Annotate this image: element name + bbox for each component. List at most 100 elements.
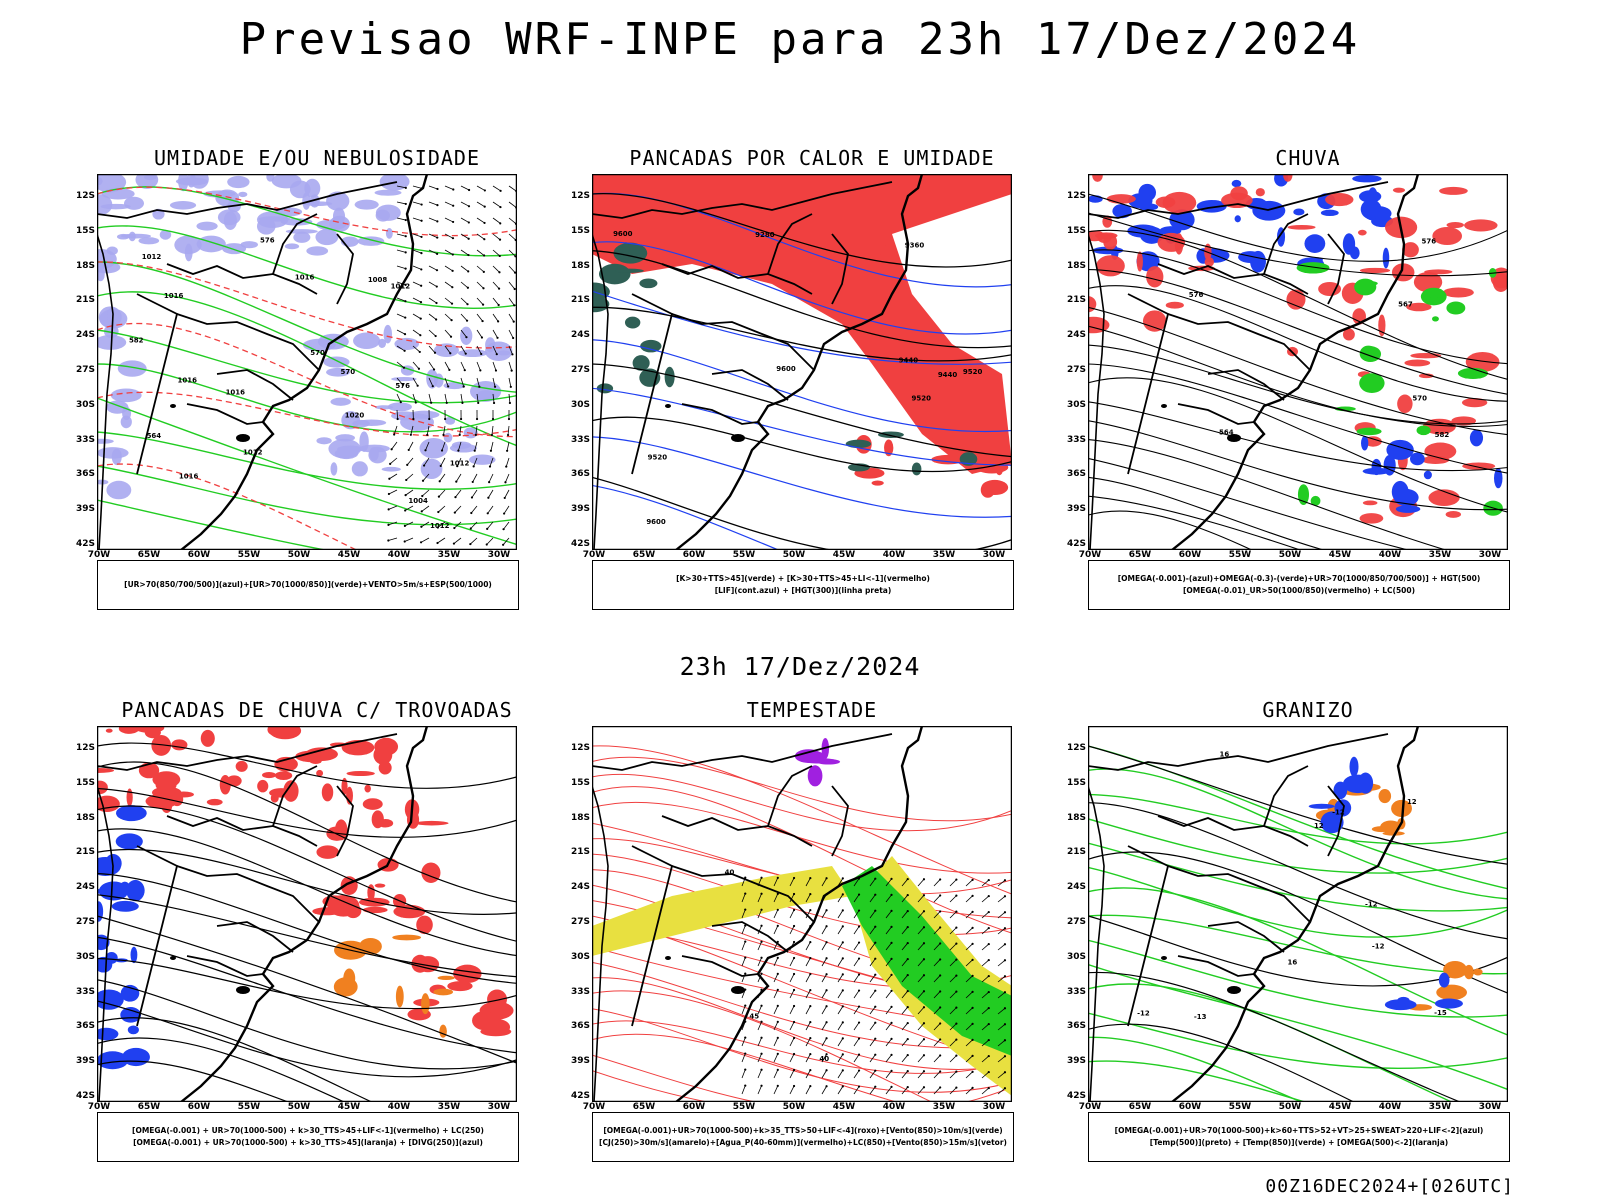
state-border [336,785,354,857]
rain-red-area [1492,273,1508,292]
wind-vector [396,217,406,221]
humidity-area [284,243,300,250]
wind-vector [412,329,421,336]
hgt500-contour [1088,229,1508,381]
state-border [1167,865,1311,923]
hgt300-contour [592,416,1012,473]
humidity-area [351,461,368,477]
map-umidade: 1012 1016 1020 1012 1012 1016 1016 1016 1012 1016… [97,174,517,550]
wind-vector-head [437,510,440,514]
rain-red-area [1464,219,1498,232]
wind-vector-head [890,1069,893,1072]
storm-red-area [235,760,248,772]
panel-title: TEMPESTADE [746,698,878,722]
wind-vector [425,441,430,451]
wind-vector-head [483,205,486,208]
lat-tick-label: 30S [75,399,95,410]
lif-contour [592,484,781,550]
legend-box: [OMEGA(-0.001)-(azul)+OMEGA(-0.3)-(verde… [1088,560,1510,610]
humidity-area [316,437,332,445]
wind-vector [965,879,973,887]
wind-vector-head [906,973,909,977]
wind-vector-head [452,542,456,545]
rain-red-area [1092,174,1103,182]
wind-vector [476,345,482,355]
wind-vector [821,1022,827,1031]
coastline-west [1088,233,1105,550]
wind-vector-head [421,479,425,482]
divergence-blue [116,805,147,822]
lon-tick-label: 55W [1228,550,1252,560]
wind-vector [773,973,779,983]
wind-vector [789,893,795,903]
wind-vector [805,893,811,903]
wind-vector [396,249,406,253]
wind-vector [396,281,406,286]
lat-tick-label: 18S [75,812,95,823]
wind-vector-head [498,271,501,274]
wind-vector-head [890,1021,893,1024]
wind-vector-head [436,252,439,255]
lat-tick-label: 21S [75,847,95,858]
wind-vector-head [841,1037,844,1040]
wind-vector [460,249,469,256]
wind-vector [428,217,438,222]
wind-vector [508,377,512,387]
lon-tick-label: 65W [137,550,161,560]
state-border [831,785,849,857]
wind-vector-head [419,541,423,544]
red-area [981,479,1009,496]
lon-tick-label: 60W [1178,1102,1202,1112]
wind-vector [821,958,827,967]
streamline [97,805,517,942]
wind-vector [502,537,510,546]
state-border [272,765,318,827]
wind-vector [805,877,811,887]
hgt500-contour [1088,363,1508,474]
wind-vector-head [841,973,844,976]
hgt500-contour [1088,420,1508,511]
lat-tick-label: 33S [1066,986,1086,997]
wind-vector [869,1038,876,1047]
wind-vector [503,521,510,530]
streamline [97,761,517,903]
state-border [186,955,264,977]
rain-red-area [1445,510,1462,518]
lon-tick-label: 50W [782,550,806,560]
wind-vector-head [939,942,942,945]
lon-tick-label: 35W [437,1102,461,1112]
contour-label: 45 [749,1012,759,1020]
panel-title: UMIDADE E/OU NEBULOSIDADE [153,146,481,170]
wind-vector-head [939,1054,942,1057]
wind-vector [885,942,892,951]
wind-vector-head [499,205,502,209]
wind-vector [981,1023,990,1031]
wind-vector-head [971,958,974,961]
wind-vector-head [987,1070,990,1074]
contour-label: 1012 [243,449,263,457]
lake [236,434,250,442]
lat-axis: 12S 15S 18S 21S 24S 27S 30S 33S 36S 39S 42S [1056,726,1086,1101]
wind-vector [444,249,454,255]
wind-vector-head [825,1037,828,1040]
omega-orange-area [1378,789,1392,804]
wind-vector-head [792,1036,796,1040]
coastline-west [1088,785,1105,1102]
state-border [671,313,815,371]
wind-vector-head [483,238,486,241]
wind-vector-head [467,188,471,192]
wind-vector [476,185,486,191]
wind-vector [933,911,941,919]
wind-vector [901,1086,909,1095]
wind-vector [507,425,510,435]
wind-vector-head [809,940,812,944]
wind-vector-head [825,941,828,944]
legend-box: [K>30+TTS>45](verde) + [K>30+TTS>45+LI<-… [592,560,1014,610]
wind-vector-head [971,1022,974,1025]
omega-blue-area [1469,429,1484,447]
omega-blue-area [1362,467,1391,475]
humidity-area [354,199,379,210]
rain-red-area [1442,287,1474,298]
wind-vector-head [922,926,926,929]
wind-vector-head [760,892,763,895]
